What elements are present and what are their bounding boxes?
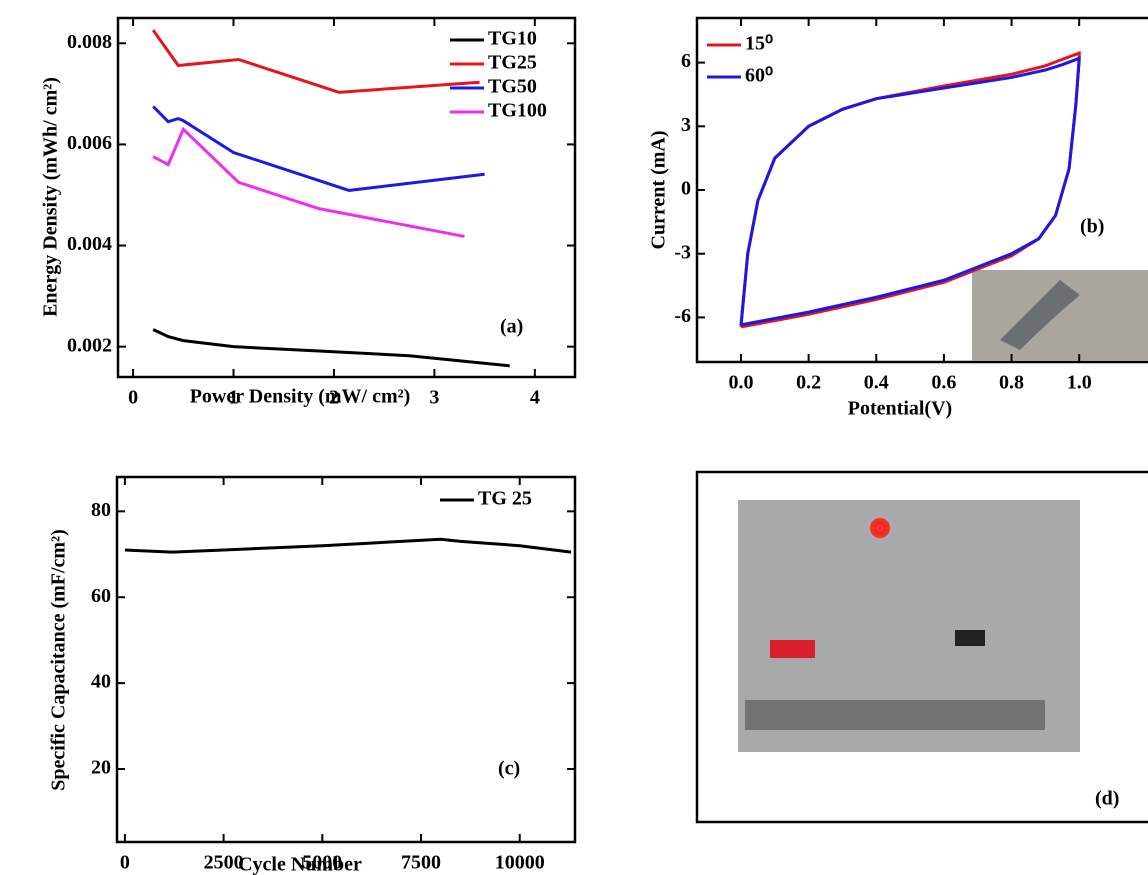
y-tick-label: 20	[91, 757, 111, 779]
y-tick-label: 0.008	[67, 31, 112, 53]
annotation: (b)	[1080, 216, 1104, 238]
y-axis-label: Energy Density (mWh/ cm²)	[40, 77, 62, 317]
y-tick-label: 40	[91, 671, 111, 693]
x-tick-label: 0.8	[999, 372, 1024, 394]
x-tick-label: 0.6	[931, 372, 956, 394]
x-tick-label: 0	[128, 387, 138, 409]
legend-label: 60⁰	[745, 65, 773, 87]
x-tick-label: 4	[530, 387, 540, 409]
x-tick-label: 1.0	[1067, 372, 1092, 394]
device-strip	[745, 700, 1045, 730]
x-tick-label: 0	[120, 852, 130, 874]
x-axis-label: Cycle Number	[238, 854, 362, 875]
legend-label: TG50	[488, 76, 537, 98]
series-line	[151, 29, 480, 94]
legend-label: TG100	[488, 100, 547, 122]
annotation-d: (d)	[1095, 788, 1119, 810]
legend-label: TG 25	[478, 488, 532, 510]
y-tick-label: 6	[681, 50, 691, 72]
y-tick-label: 3	[681, 114, 691, 136]
x-tick-label: 0.0	[728, 372, 753, 394]
legend-label: TG25	[488, 52, 537, 74]
x-tick-label: 0.4	[864, 372, 889, 394]
x-axis-label: Potential(V)	[848, 398, 952, 420]
y-tick-label: 80	[91, 499, 111, 521]
series-line	[152, 328, 510, 368]
led	[870, 518, 890, 538]
series-line	[124, 537, 572, 554]
x-tick-label: 0.2	[796, 372, 821, 394]
y-tick-label: -6	[674, 305, 691, 327]
y-axis-label: Current (mA)	[648, 130, 670, 249]
x-tick-label: 2	[329, 387, 339, 409]
annotation: (a)	[500, 316, 523, 338]
y-tick-label: 0	[681, 178, 691, 200]
series-line	[152, 126, 465, 238]
legend-label: TG10	[488, 28, 537, 50]
frame-a	[116, 16, 577, 379]
series-line	[152, 105, 485, 192]
inset-device	[1000, 280, 1080, 350]
legend-label: 15⁰	[745, 33, 773, 55]
black-clip	[955, 630, 985, 646]
annotation: (c)	[498, 758, 520, 780]
x-axis-label: Power Density (mW/ cm²)	[190, 386, 411, 408]
y-tick-label: 0.004	[67, 233, 112, 255]
y-tick-label: -3	[674, 241, 691, 263]
x-tick-label: 2500	[204, 852, 244, 874]
x-tick-label: 10000	[495, 852, 545, 874]
x-tick-label: 3	[429, 387, 439, 409]
frame-d	[695, 470, 1148, 824]
series-line	[739, 56, 1081, 327]
y-axis-label: Specific Capacitance (mF/cm²)	[48, 529, 70, 790]
y-tick-label: 60	[91, 585, 111, 607]
red-clip	[770, 640, 815, 658]
y-tick-label: 0.002	[67, 334, 112, 356]
y-tick-label: 0.006	[67, 132, 112, 154]
x-tick-label: 7500	[401, 852, 441, 874]
frame-c	[115, 475, 577, 844]
x-tick-label: 1	[229, 387, 239, 409]
x-tick-label: 5000	[302, 852, 342, 874]
